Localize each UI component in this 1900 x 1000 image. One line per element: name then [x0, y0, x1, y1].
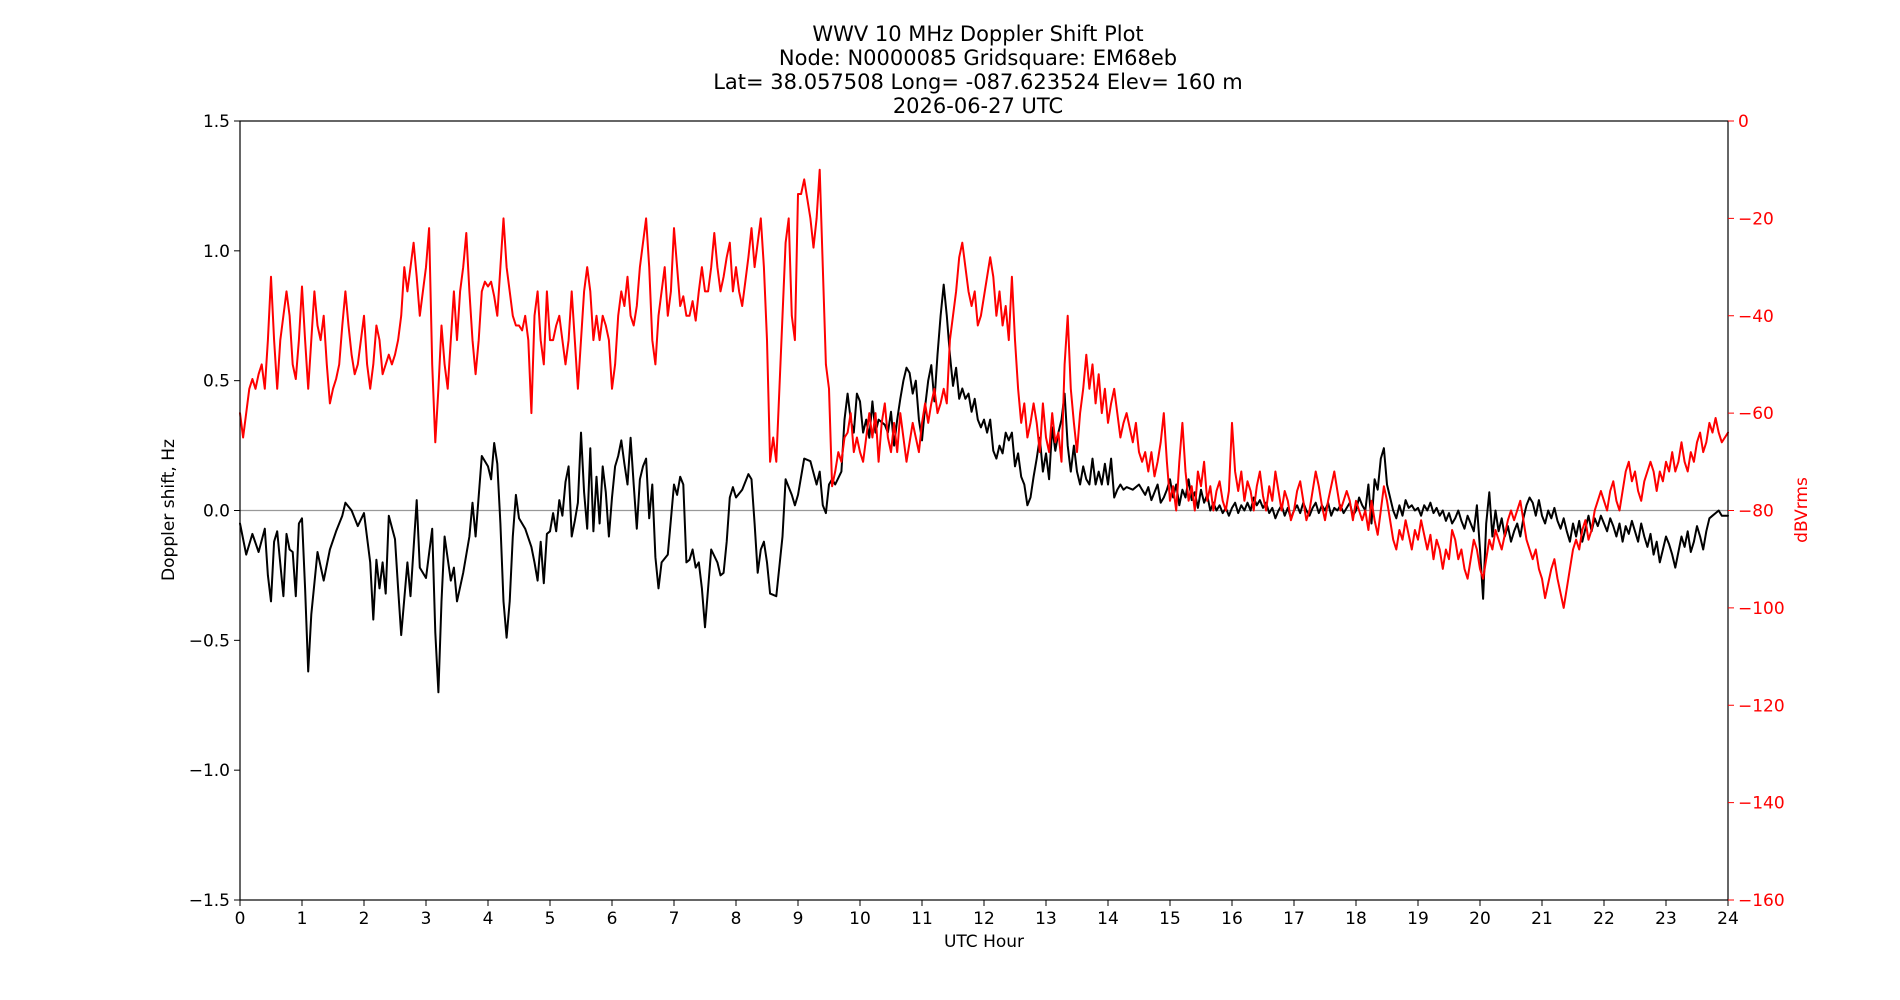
right-axis-label: dBVrms: [1792, 477, 1812, 543]
chart-title-line-4: 2026-06-27 UTC: [893, 94, 1063, 118]
x-tick-label: 0: [235, 909, 246, 929]
x-tick-label: 4: [483, 909, 494, 929]
x-tick-label: 22: [1593, 909, 1615, 929]
left-y-tick-label: −1.5: [189, 891, 230, 911]
right-axis-ticks: 0 −20 −40 −60 −80 −100 −120 −140 −160: [1728, 112, 1785, 911]
x-tick-label: 6: [607, 909, 618, 929]
series-layer: [239, 168, 1729, 694]
chart-title-line-2: Node: N0000085 Gridsquare: EM68eb: [779, 46, 1177, 70]
x-tick-label: 21: [1531, 909, 1553, 929]
right-y-tick-label: 0: [1738, 112, 1749, 132]
x-tick-label: 18: [1345, 909, 1367, 929]
x-tick-label: 5: [545, 909, 556, 929]
x-tick-label: 19: [1407, 909, 1429, 929]
x-tick-label: 15: [1159, 909, 1181, 929]
x-axis-label: UTC Hour: [944, 932, 1024, 952]
left-y-tick-label: 0.0: [203, 502, 230, 522]
right-y-tick-label: −120: [1738, 696, 1785, 716]
right-y-tick-label: −20: [1738, 209, 1774, 229]
x-tick-label: 7: [669, 909, 680, 929]
x-tick-label: 8: [731, 909, 742, 929]
x-tick-label: 3: [421, 909, 432, 929]
chart-title-line-1: WWV 10 MHz Doppler Shift Plot: [812, 22, 1143, 46]
right-y-tick-label: −100: [1738, 599, 1785, 619]
left-y-tick-label: −0.5: [189, 631, 230, 651]
x-tick-label: 11: [911, 909, 933, 929]
left-y-tick-label: 1.0: [203, 242, 230, 262]
x-tick-label: 23: [1655, 909, 1677, 929]
series-line-doppler: [239, 283, 1729, 694]
x-axis-ticks: 0 1 2 3 4 5 6 7 8 9 10 11 12 13 14 15 16 17 18 19 20 21 22 23 24: [235, 900, 1739, 929]
x-tick-label: 13: [1035, 909, 1057, 929]
x-tick-label: 24: [1717, 909, 1739, 929]
right-y-tick-label: −60: [1738, 404, 1774, 424]
x-tick-label: 12: [973, 909, 995, 929]
right-y-tick-label: −80: [1738, 502, 1774, 522]
x-tick-label: 17: [1283, 909, 1305, 929]
left-y-tick-label: 1.5: [203, 112, 230, 132]
chart-title-line-3: Lat= 38.057508 Long= -087.623524 Elev= 1…: [713, 70, 1243, 94]
right-y-tick-label: −40: [1738, 307, 1774, 327]
left-axis-label: Doppler shift, Hz: [159, 439, 179, 581]
series-line-power: [239, 168, 1729, 609]
left-y-tick-label: 0.5: [203, 372, 230, 392]
x-tick-label: 14: [1097, 909, 1119, 929]
left-axis-ticks: 1.5 1.0 0.5 0.0 −0.5 −1.0 −1.5: [189, 112, 240, 911]
x-tick-label: 9: [793, 909, 804, 929]
left-y-tick-label: −1.0: [189, 761, 230, 781]
right-y-tick-label: −160: [1738, 891, 1785, 911]
x-tick-label: 2: [359, 909, 370, 929]
right-y-tick-label: −140: [1738, 794, 1785, 814]
x-tick-label: 20: [1469, 909, 1491, 929]
x-tick-label: 1: [297, 909, 308, 929]
x-tick-label: 10: [849, 909, 871, 929]
x-tick-label: 16: [1221, 909, 1243, 929]
